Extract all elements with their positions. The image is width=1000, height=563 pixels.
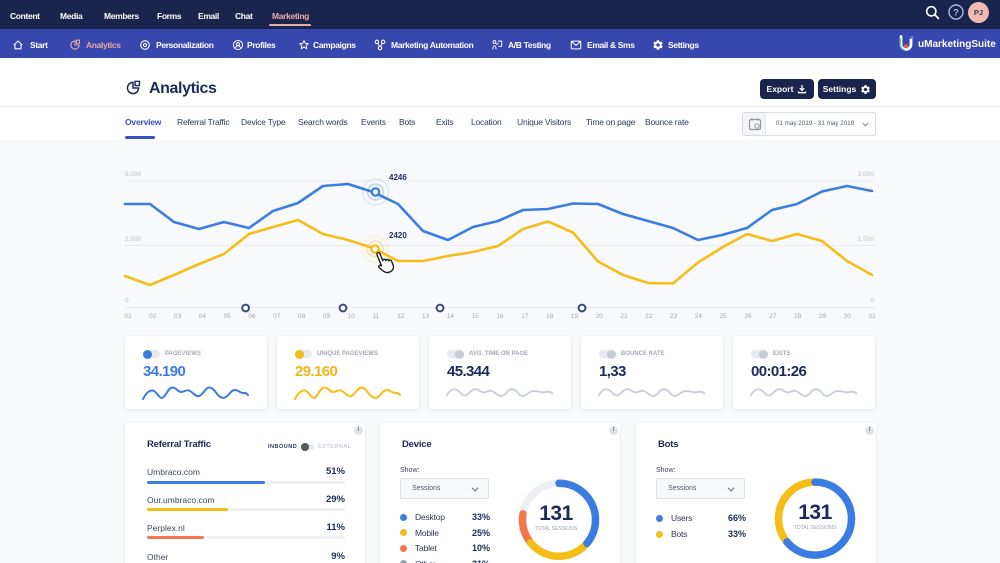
svg-text:?: ? xyxy=(953,7,959,18)
